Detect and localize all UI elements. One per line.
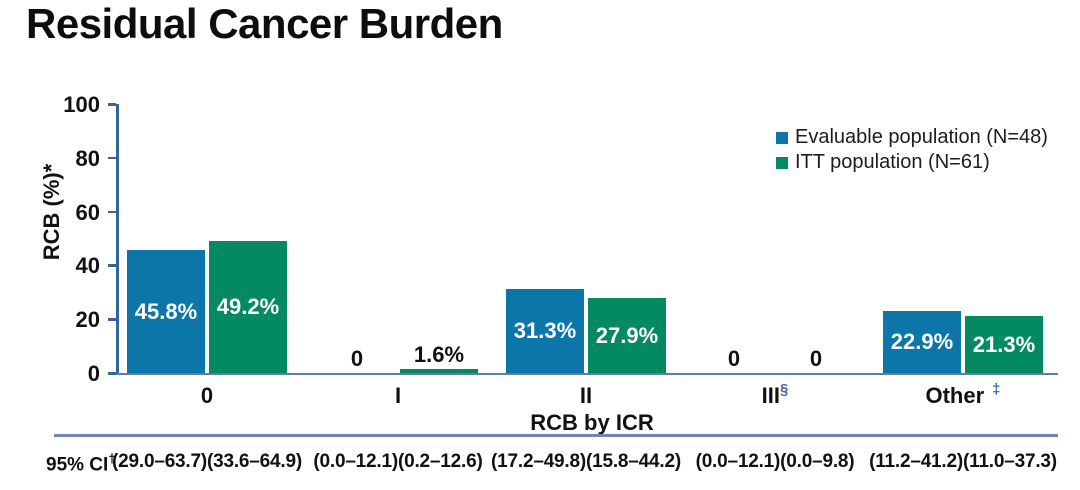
- x-category-label-II: II: [579, 383, 593, 408]
- y-axis-tick-label: 0: [87, 361, 100, 386]
- x-axis-baseline: [116, 372, 1058, 375]
- bar-value-label: 21.3%: [972, 331, 1036, 357]
- bar-evaluable-Other: [883, 311, 961, 373]
- ci-row-label: 95% CI†: [46, 451, 116, 476]
- bar-value-label: 27.9%: [595, 322, 659, 348]
- y-axis-tick-label: 80: [75, 145, 100, 171]
- bar-value-label: 22.9%: [890, 329, 954, 354]
- legend-item-evaluable: Evaluable population (N=48): [776, 125, 1048, 150]
- legend-swatch-itt-icon: [776, 156, 788, 169]
- y-axis-tick-label: 60: [75, 199, 100, 225]
- bar-value-label: 0: [350, 346, 364, 371]
- bar-value-label: 0: [809, 346, 823, 371]
- category-superscript: §: [780, 381, 789, 398]
- y-axis-line: [116, 104, 119, 375]
- y-axis-tick-label: 20: [75, 307, 100, 333]
- bar-evaluable-0: [127, 250, 205, 373]
- ci-row-label-superscript: †: [108, 451, 116, 466]
- bar-value-label: 31.3%: [513, 318, 577, 343]
- y-axis-tick-mark: [108, 210, 116, 214]
- x-category-label-III: III§: [761, 381, 789, 408]
- legend-swatch-evaluable-icon: [776, 131, 788, 144]
- ci-pair-II: (17.2–49.8)(15.8–44.2): [491, 451, 681, 472]
- ci-pair-I: (0.0–12.1)(0.2–12.6): [313, 451, 483, 472]
- page-title: Residual Cancer Burden: [26, 0, 503, 47]
- x-category-label-I: I: [394, 383, 402, 408]
- legend: Evaluable population (N=48) ITT populati…: [776, 125, 1048, 175]
- x-axis-title: RCB by ICR: [530, 410, 654, 435]
- bar-value-label: 0: [727, 346, 741, 371]
- ci-pair-III: (0.0–12.1)(0.0–9.8): [695, 451, 855, 472]
- legend-label-itt: ITT population (N=61): [795, 151, 990, 173]
- y-axis-tick-mark: [108, 103, 116, 106]
- bar-itt-Other: [965, 316, 1043, 373]
- legend-label-evaluable: Evaluable population (N=48): [795, 126, 1048, 148]
- ci-pair-0: (29.0–63.7)(33.6–64.9): [112, 451, 302, 472]
- bar-itt-0: [209, 241, 287, 373]
- bar-value-label: 1.6%: [413, 342, 465, 367]
- bar-evaluable-II: [506, 289, 584, 373]
- legend-item-itt: ITT population (N=61): [776, 150, 1048, 175]
- y-axis-tick-mark: [108, 372, 116, 375]
- ci-row-label-text: 95% CI: [46, 454, 109, 476]
- category-superscript: ‡: [992, 381, 1001, 398]
- y-axis-tick-mark: [108, 156, 116, 160]
- y-axis-tick-label: 40: [75, 253, 100, 279]
- bar-value-label: 45.8%: [134, 298, 198, 324]
- ci-separator-line: [54, 434, 1058, 437]
- y-axis-tick-mark: [108, 318, 116, 321]
- bar-itt-I: [400, 369, 478, 373]
- ci-pair-Other: (11.2–41.2)(11.0–37.3): [869, 451, 1057, 472]
- bar-value-label: 49.2%: [216, 294, 280, 319]
- x-category-label-0: 0: [200, 383, 214, 408]
- y-axis-tick-label: 100: [63, 92, 100, 117]
- x-category-label-Other: Other ‡: [925, 381, 1001, 408]
- bar-itt-II: [588, 298, 666, 373]
- y-axis-tick-mark: [108, 264, 116, 267]
